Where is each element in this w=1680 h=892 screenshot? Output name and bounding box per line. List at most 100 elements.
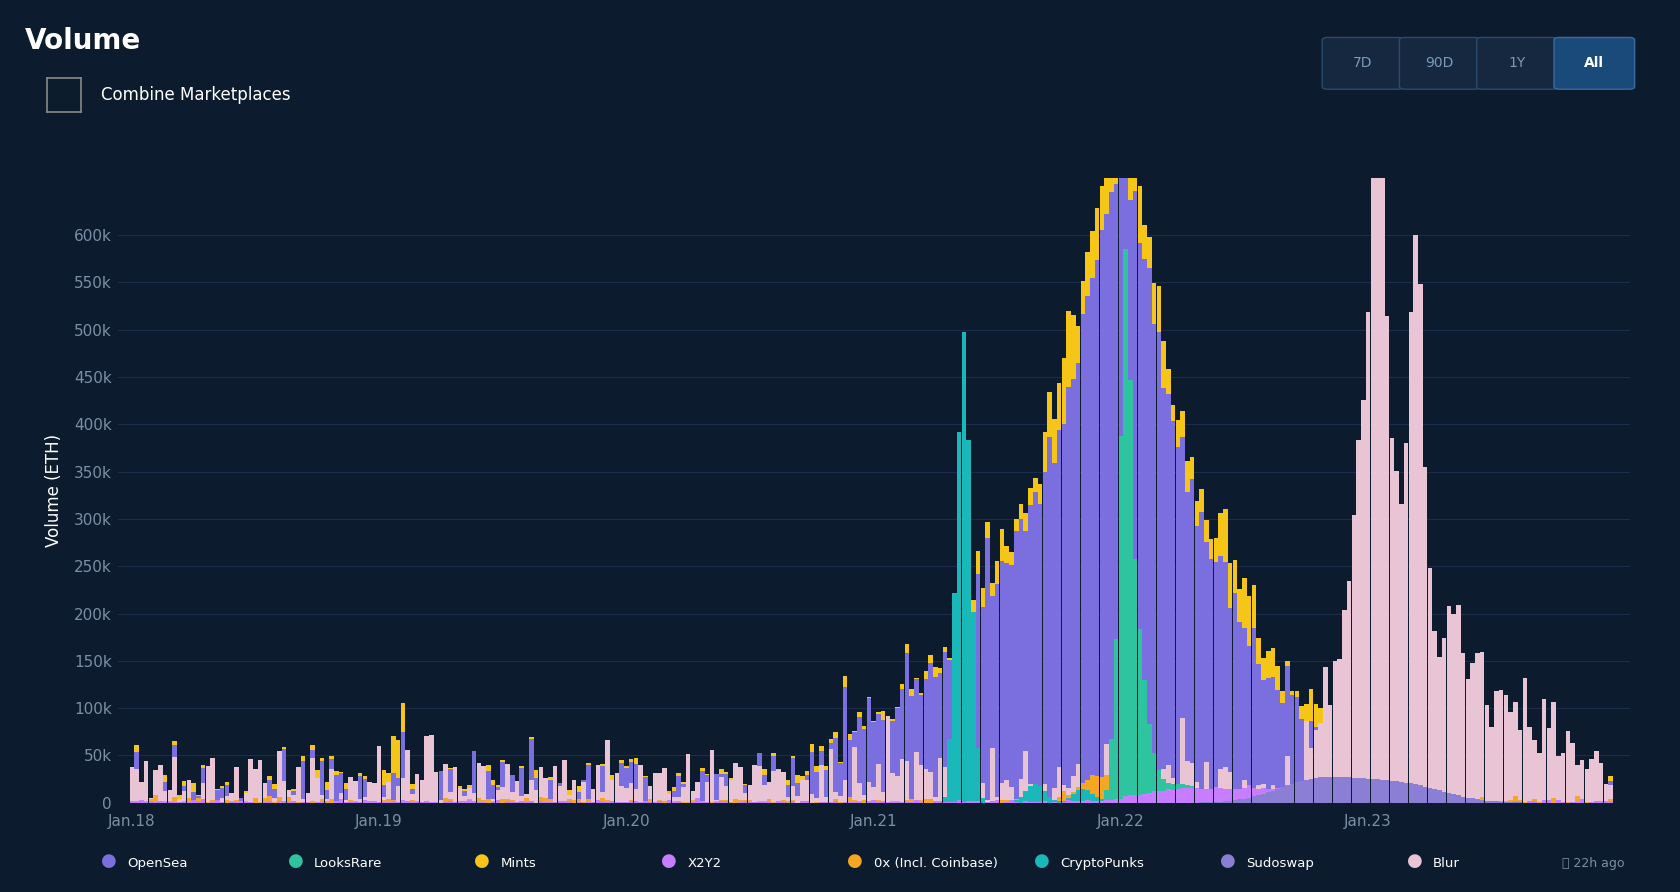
Bar [1504,696,1509,803]
Bar [1127,200,1132,803]
Bar [1228,772,1233,803]
Bar [867,801,872,803]
Bar [368,793,371,796]
Bar [220,786,225,789]
Bar [638,765,643,803]
Bar [511,775,514,803]
Bar [1285,665,1290,803]
Bar [1485,736,1488,740]
Bar [937,673,942,803]
Bar [1114,786,1119,803]
Bar [1090,278,1095,803]
Bar [1584,802,1589,803]
Bar [1166,368,1171,393]
Bar [781,772,786,803]
Bar [1299,795,1304,803]
Bar [158,801,163,803]
Bar [1561,761,1566,803]
Bar [667,794,672,803]
Bar [1156,285,1161,332]
Bar [1457,735,1460,749]
Bar [1324,666,1327,803]
Bar [129,801,134,803]
Bar [937,758,942,803]
Bar [875,714,880,803]
Bar [1028,784,1033,803]
Bar [1184,460,1189,491]
Bar [1457,796,1460,803]
Bar [1100,186,1104,230]
Bar [576,792,581,803]
Bar [205,766,210,803]
Bar [895,801,899,803]
Bar [1280,794,1285,803]
Bar [1090,775,1095,803]
Bar [486,801,491,803]
Text: Sudoswap: Sudoswap [1247,856,1314,870]
Bar [1485,740,1488,803]
Bar [558,801,563,803]
Bar [1285,789,1290,803]
Bar [1347,793,1351,803]
Bar [1494,690,1499,803]
Bar [1275,797,1280,803]
Bar [857,783,862,803]
Bar [306,797,311,803]
Bar [144,767,148,770]
Bar [319,802,324,803]
Bar [919,800,924,803]
Bar [1413,795,1418,803]
Bar [657,773,662,803]
Bar [287,790,291,803]
Bar [942,767,948,803]
Bar [1270,785,1275,803]
Bar [396,778,400,803]
Bar [1446,737,1452,744]
Bar [1532,768,1537,803]
Bar [1452,794,1457,803]
Bar [1299,780,1304,803]
Bar [1257,789,1262,803]
Bar [1556,756,1561,803]
Bar [1376,780,1379,803]
Bar [1228,789,1233,803]
Bar [753,765,758,803]
Bar [709,764,714,803]
Bar [1361,779,1366,803]
Bar [657,800,662,803]
Bar [1408,783,1413,803]
Bar [1356,726,1361,737]
Bar [1247,797,1252,803]
Bar [400,800,405,803]
Bar [454,802,457,803]
Bar [724,774,729,803]
Bar [1376,726,1379,738]
Bar [820,751,823,803]
Bar [410,784,415,789]
Bar [1514,801,1517,803]
Bar [514,796,519,803]
Bar [371,797,376,800]
Bar [971,612,976,803]
Bar [709,760,714,764]
Bar [1156,770,1161,803]
Bar [1095,776,1099,803]
Bar [1280,690,1285,703]
Bar [462,801,467,803]
Bar [311,750,314,803]
Bar [1233,789,1236,803]
Bar [1100,801,1104,803]
Bar [1194,792,1200,803]
Bar [1394,800,1399,803]
Bar [496,800,501,803]
Bar [1394,714,1399,803]
Bar [667,802,672,803]
Bar [425,801,428,803]
Bar [1252,628,1257,803]
Bar [1176,787,1179,803]
Bar [900,802,904,803]
Bar [904,644,909,653]
Bar [1408,795,1413,803]
Bar [477,764,480,803]
Bar [900,758,904,803]
